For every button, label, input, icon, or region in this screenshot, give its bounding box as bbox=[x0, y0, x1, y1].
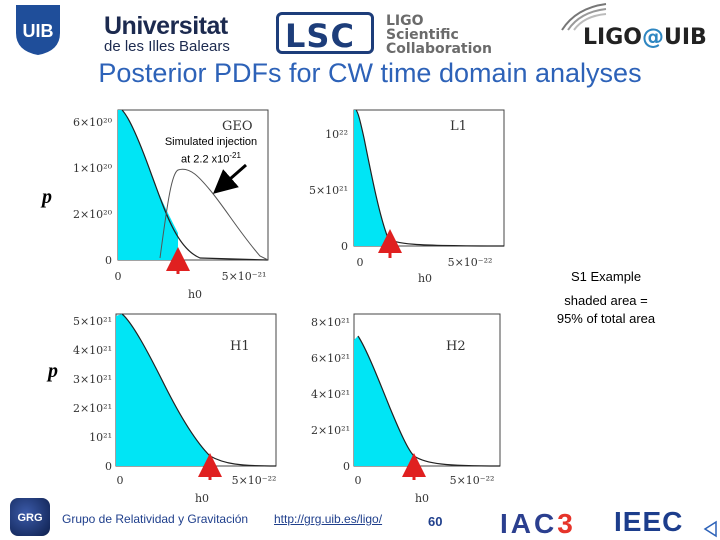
l1-shaded-area bbox=[354, 110, 388, 246]
plot-l1: L1 0 5×10²¹ 10²² 0 5×10⁻²² h0 bbox=[300, 108, 510, 288]
lsc-words: LIGO Scientific Collaboration bbox=[386, 14, 492, 56]
h1-posterior-curve bbox=[121, 313, 277, 467]
iac-logo: IAC3 bbox=[500, 508, 576, 540]
h2-y-tick-0: 0 bbox=[343, 460, 350, 473]
s1-example-label: S1 Example bbox=[570, 269, 642, 284]
l1-x-tick-1: 5×10⁻²² bbox=[448, 256, 493, 269]
geo-injection-curve bbox=[159, 168, 269, 261]
geo-shaded-area bbox=[118, 110, 178, 260]
h2-y-tick-1: 2×10²¹ bbox=[311, 424, 350, 437]
h1-y-tick-0: 0 bbox=[105, 460, 112, 473]
plot-h1: H1 0 10²¹ 2×10²¹ 3×10²¹ 4×10²¹ 5×10²¹ 0 … bbox=[60, 312, 290, 508]
uib-name: Universitat de les Illes Balears bbox=[104, 14, 230, 56]
plot-geo: GEO 0 2×10²⁰ 1×10²⁰ 6×10²⁰ 0 5×10⁻²¹ h0 bbox=[60, 108, 285, 303]
h1-x-tick-1: 5×10⁻²² bbox=[232, 474, 277, 487]
geo-y-tick-1: 2×10²⁰ bbox=[73, 208, 113, 221]
slide-number: 60 bbox=[428, 514, 443, 529]
h2-x-label: h0 bbox=[415, 492, 429, 505]
geo-x-tick-0: 0 bbox=[115, 270, 122, 283]
ligouib-right: UIB bbox=[663, 25, 707, 50]
uib-logo-text: UIB bbox=[23, 21, 54, 41]
ligo-arcs-icon bbox=[561, 3, 607, 31]
geo-x-label: h0 bbox=[188, 288, 202, 301]
h2-posterior-curve bbox=[357, 335, 501, 467]
nav-arrow-icon[interactable] bbox=[702, 520, 718, 538]
h2-y-tick-2: 4×10²¹ bbox=[311, 388, 350, 401]
iac-logo-right: 3 bbox=[557, 508, 576, 539]
geo-y-tick-3: 6×10²⁰ bbox=[73, 116, 113, 129]
h1-shaded-area bbox=[116, 314, 210, 466]
h2-y-tick-3: 6×10²¹ bbox=[311, 352, 350, 365]
iac-logo-left: IAC bbox=[500, 508, 558, 539]
p-label-bottom: p bbox=[48, 360, 58, 382]
shaded-line1: shaded area = bbox=[564, 293, 648, 308]
geo-y-tick-0: 0 bbox=[105, 254, 112, 267]
h2-x-tick-0: 0 bbox=[355, 474, 362, 487]
geo-y-tick-2: 1×10²⁰ bbox=[73, 162, 113, 175]
ligo-uib-logo: LIGO@UIB bbox=[583, 25, 707, 50]
l1-y-tick-1: 5×10²¹ bbox=[309, 184, 348, 197]
h2-shaded-area bbox=[354, 336, 414, 466]
l1-y-tick-2: 10²² bbox=[325, 128, 348, 141]
h2-x-tick-1: 5×10⁻²² bbox=[450, 474, 495, 487]
h1-x-tick-0: 0 bbox=[117, 474, 124, 487]
ligouib-left: LIGO bbox=[583, 25, 642, 50]
l1-x-label: h0 bbox=[418, 272, 432, 285]
injection-annotation: Simulated injection at 2.2 x10-21 bbox=[146, 136, 276, 167]
lsc-word-3: Collaboration bbox=[386, 41, 493, 57]
l1-detector-label: L1 bbox=[450, 119, 467, 134]
geo-detector-label: GEO bbox=[222, 119, 253, 134]
geo-x-tick-1: 5×10⁻²¹ bbox=[222, 270, 267, 283]
injection-line1: Simulated injection bbox=[164, 136, 258, 148]
h1-y-tick-3: 3×10²¹ bbox=[73, 373, 112, 386]
ligouib-at: @ bbox=[641, 25, 664, 50]
shaded-area-note: shaded area = 95% of total area bbox=[530, 292, 682, 328]
plot-h2: H2 0 2×10²¹ 4×10²¹ 6×10²¹ 8×10²¹ 0 5×10⁻… bbox=[296, 312, 508, 508]
l1-x-tick-0: 0 bbox=[357, 256, 364, 269]
h1-detector-label: H1 bbox=[230, 339, 250, 354]
lsc-logo-text: LSC bbox=[285, 17, 355, 55]
uib-logo: UIB bbox=[16, 5, 60, 55]
lsc-logo: LSC bbox=[276, 12, 374, 55]
h1-y-tick-2: 2×10²¹ bbox=[73, 402, 112, 415]
ieec-logo: IEEC bbox=[614, 506, 684, 537]
page-title: Posterior PDFs for CW time domain analys… bbox=[98, 58, 642, 88]
h2-detector-label: H2 bbox=[446, 339, 466, 354]
lsc-word-1: LIGO bbox=[386, 13, 424, 29]
grg-logo: GRG bbox=[10, 498, 50, 536]
h1-x-label: h0 bbox=[195, 492, 209, 505]
footer-link[interactable]: http://grg.uib.es/ligo/ bbox=[274, 512, 383, 526]
h1-y-tick-1: 10²¹ bbox=[89, 431, 112, 444]
uib-name-line2: de les Illes Balears bbox=[104, 38, 230, 55]
lsc-word-2: Scientific bbox=[386, 27, 459, 43]
injection-line2: at 2.2 x10-21 bbox=[181, 151, 241, 166]
l1-y-tick-0: 0 bbox=[341, 240, 348, 253]
h2-y-tick-4: 8×10²¹ bbox=[311, 316, 350, 329]
l1-posterior-curve bbox=[355, 109, 505, 247]
footer-group-name: Grupo de Relatividad y Gravitación bbox=[62, 512, 249, 526]
p-label-top: p bbox=[42, 186, 52, 208]
uib-name-line1: Universitat bbox=[104, 12, 228, 40]
h1-y-tick-4: 4×10²¹ bbox=[73, 344, 112, 357]
h1-y-tick-5: 5×10²¹ bbox=[73, 315, 112, 328]
shaded-line2: 95% of total area bbox=[556, 311, 656, 326]
